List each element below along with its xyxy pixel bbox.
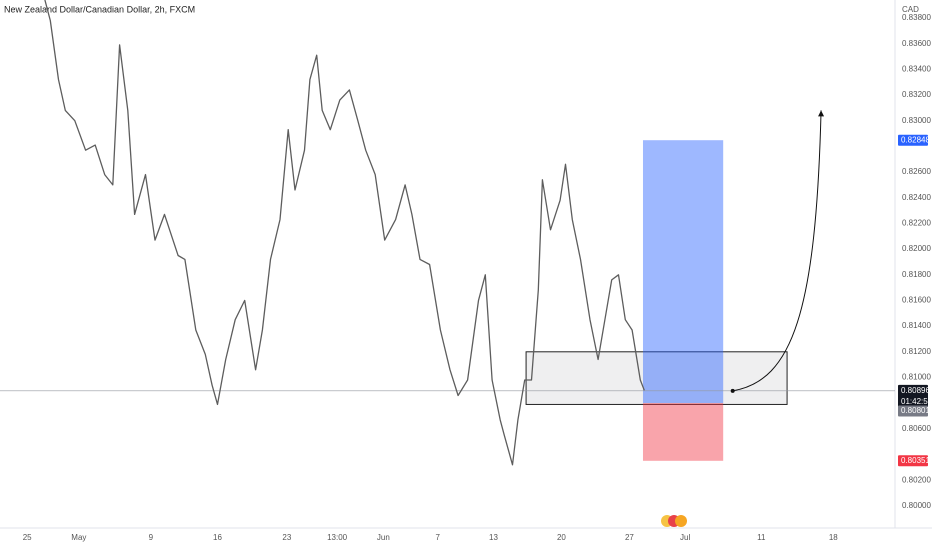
price-line xyxy=(44,0,645,466)
x-tick-label: 27 xyxy=(625,533,634,542)
arrow-start xyxy=(730,388,735,393)
x-tick-label: 13:00 xyxy=(327,533,348,542)
x-tick-label: 20 xyxy=(557,533,566,542)
y-tick-label: 0.81400 xyxy=(902,321,931,330)
price-tag xyxy=(898,455,928,467)
arrow-head xyxy=(818,110,825,117)
price-tag xyxy=(898,134,928,146)
y-tick-label: 0.82600 xyxy=(902,167,931,176)
target-area xyxy=(642,140,724,404)
x-tick-label: 25 xyxy=(23,533,32,542)
current-price-tag xyxy=(898,384,928,409)
axis-unit: CAD xyxy=(902,5,919,14)
y-tick-label: 0.80200 xyxy=(902,475,931,484)
y-tick-label: 0.83200 xyxy=(902,90,931,99)
x-tick-label: 11 xyxy=(757,533,766,542)
countdown-label: 01:42:53 xyxy=(901,397,932,406)
y-tick-label: 0.81600 xyxy=(902,296,931,305)
entry-tag-label: 0.80801 xyxy=(901,406,930,415)
flag-icon xyxy=(675,515,687,527)
chart-title: New Zealand Dollar/Canadian Dollar, 2h, … xyxy=(4,4,195,14)
arrow-curve xyxy=(732,110,822,392)
price-tag-label: 0.80351 xyxy=(901,456,930,465)
y-tick-label: 0.83800 xyxy=(902,13,931,22)
y-tick-label: 0.82000 xyxy=(902,244,931,253)
y-tick-label: 0.81000 xyxy=(902,373,931,382)
y-tick-label: 0.80000 xyxy=(902,501,931,510)
y-tick-label: 0.80600 xyxy=(902,424,931,433)
y-tick-label: 0.82200 xyxy=(902,219,931,228)
stop-area xyxy=(642,403,724,461)
x-tick-label: Jul xyxy=(680,533,690,542)
x-tick-label: 23 xyxy=(282,533,291,542)
entry-tag xyxy=(898,405,928,417)
x-tick-label: Jun xyxy=(377,533,390,542)
x-tick-label: May xyxy=(71,533,86,542)
flags xyxy=(661,515,687,527)
y-tick-label: 0.81200 xyxy=(902,347,931,356)
y-tick-label: 0.82400 xyxy=(902,193,931,202)
price-tag-label: 0.82848 xyxy=(901,135,930,144)
x-tick-label: 13 xyxy=(489,533,498,542)
x-tick-label: 16 xyxy=(213,533,222,542)
y-tick-label: 0.83000 xyxy=(902,116,931,125)
x-tick-label: 18 xyxy=(829,533,838,542)
y-tick-label: 0.83400 xyxy=(902,64,931,73)
x-tick-label: 9 xyxy=(149,533,154,542)
zone-box xyxy=(525,351,788,405)
y-tick-label: 0.81800 xyxy=(902,270,931,279)
y-tick-label: 0.83600 xyxy=(902,39,931,48)
x-tick-label: 7 xyxy=(435,533,440,542)
current-price-label: 0.80896 xyxy=(901,386,930,395)
